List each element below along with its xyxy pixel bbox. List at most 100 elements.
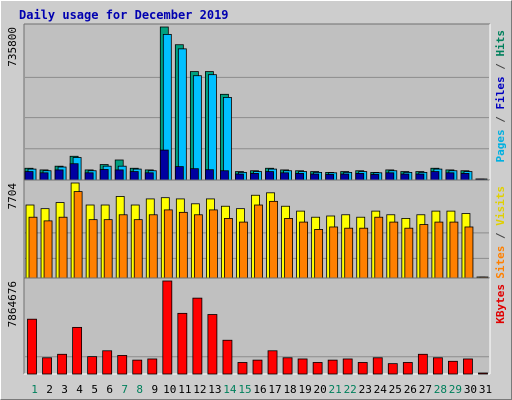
bar-pages-day-25 (385, 172, 395, 181)
x-tick-label-day-28: 28 (434, 383, 447, 396)
bar-pages-day-19 (295, 173, 304, 181)
legend-entry: / (494, 57, 507, 77)
bar-pages-day-22 (340, 173, 350, 181)
x-tick-label-day-16: 16 (253, 383, 266, 396)
bar-sites-day-2 (43, 220, 53, 279)
bar-pages-day-26 (400, 173, 410, 181)
bar-pages-day-3 (54, 169, 64, 181)
bar-pages-day-16 (250, 173, 259, 181)
panel-visits: 7704 Sites / Visits (6, 179, 507, 279)
panel-hits: 735800 Pages / Files / Hits (6, 23, 507, 181)
x-tick-label-day-29: 29 (449, 383, 462, 396)
x-tick-label-day-31: 31 (479, 383, 492, 396)
bar-sites-day-15 (239, 221, 248, 279)
bar-kbytes-day-11 (177, 312, 188, 375)
bar-kbytes-day-10 (162, 280, 173, 375)
bar-pages-day-28 (430, 171, 440, 181)
bar-pages-day-13 (205, 169, 214, 181)
bar-pages-day-7 (114, 169, 124, 181)
bar-pages-day-8 (129, 171, 139, 181)
panel-legend: KBytes (494, 284, 507, 324)
bar-kbytes-day-2 (42, 357, 52, 375)
bar-sites-day-13 (209, 209, 218, 279)
legend-entry: Pages (494, 129, 507, 162)
bar-kbytes-day-30 (463, 358, 473, 375)
bar-kbytes-day-28 (432, 357, 443, 375)
x-tick-label-day-19: 19 (298, 383, 311, 396)
panel-hits-background (24, 24, 490, 180)
bar-pages-day-29 (445, 172, 455, 181)
y-axis-max-label: 7864676 (6, 281, 19, 327)
bar-sites-day-5 (88, 219, 98, 279)
bar-pages-day-14 (220, 170, 229, 181)
bar-pages-day-18 (280, 172, 289, 181)
bar-pages-day-15 (235, 173, 244, 181)
x-tick-label-day-4: 4 (76, 383, 83, 396)
bar-kbytes-day-13 (207, 314, 218, 375)
bar-sites-day-7 (118, 214, 128, 279)
bar-pages-day-4 (69, 163, 79, 181)
bar-kbytes-day-22 (342, 358, 353, 375)
bar-sites-day-21 (329, 226, 339, 279)
x-tick-label-day-3: 3 (61, 383, 68, 396)
bar-sites-day-6 (103, 219, 113, 279)
bar-kbytes-day-17 (267, 350, 278, 375)
bar-kbytes-day-7 (117, 355, 128, 375)
x-tick-label-day-10: 10 (163, 383, 176, 396)
bar-kbytes-day-1 (27, 318, 37, 375)
panel-kbytes: 7864676 KBytes (6, 277, 507, 375)
x-tick-label-day-18: 18 (283, 383, 296, 396)
panel-legend: Sites / Visits (494, 186, 507, 279)
bar-files-day-14 (223, 97, 232, 181)
bar-pages-day-12 (189, 168, 199, 181)
bar-pages-day-30 (460, 173, 470, 181)
bar-pages-day-27 (415, 173, 425, 181)
bar-kbytes-day-15 (237, 362, 248, 375)
y-axis-max-label: 7704 (6, 183, 19, 210)
legend-entry: / (494, 226, 507, 246)
x-tick-label-day-12: 12 (193, 383, 206, 396)
x-tick-label-day-26: 26 (404, 383, 417, 396)
bar-kbytes-day-9 (147, 358, 158, 375)
legend-entry: Files (494, 76, 507, 109)
bar-sites-day-20 (314, 229, 324, 279)
x-tick-label-day-25: 25 (389, 383, 402, 396)
bar-kbytes-day-5 (87, 356, 98, 375)
legend-entry: / (494, 110, 507, 130)
bar-kbytes-day-27 (417, 353, 428, 375)
bar-pages-day-10 (159, 149, 169, 181)
bar-pages-day-6 (99, 169, 109, 181)
bar-pages-day-9 (144, 172, 154, 181)
chart-title: Daily usage for December 2019 (19, 8, 229, 22)
panel-kbytes-background (24, 278, 490, 374)
bar-kbytes-day-3 (57, 353, 67, 375)
x-tick-label-day-15: 15 (238, 383, 251, 396)
bar-pages-day-2 (39, 172, 49, 181)
bar-sites-day-3 (58, 216, 68, 279)
bar-pages-day-11 (174, 166, 184, 181)
bar-sites-day-28 (434, 221, 444, 279)
bar-kbytes-day-4 (72, 326, 83, 375)
bar-sites-day-9 (148, 214, 158, 279)
x-tick-label-day-21: 21 (329, 383, 342, 396)
x-tick-label-day-17: 17 (268, 383, 281, 396)
bar-kbytes-day-6 (102, 350, 113, 375)
bar-kbytes-day-8 (132, 359, 143, 375)
bar-kbytes-day-31 (478, 372, 488, 375)
y-axis-max-label: 735800 (6, 27, 19, 67)
bar-sites-day-23 (359, 227, 369, 279)
bar-sites-day-24 (374, 216, 384, 279)
bar-kbytes-day-23 (357, 362, 368, 375)
bar-pages-day-20 (310, 173, 320, 181)
bar-sites-day-30 (464, 226, 474, 279)
bar-sites-day-11 (178, 211, 188, 279)
legend-entry: KBytes (494, 284, 507, 324)
x-tick-label-day-7: 7 (121, 383, 128, 396)
bar-sites-day-19 (299, 221, 308, 279)
panel-legend: Pages / Files / Hits (494, 30, 507, 163)
x-tick-label-day-9: 9 (151, 383, 158, 396)
x-tick-label-day-2: 2 (46, 383, 53, 396)
x-tick-label-day-13: 13 (208, 383, 221, 396)
bar-sites-day-29 (449, 221, 459, 279)
